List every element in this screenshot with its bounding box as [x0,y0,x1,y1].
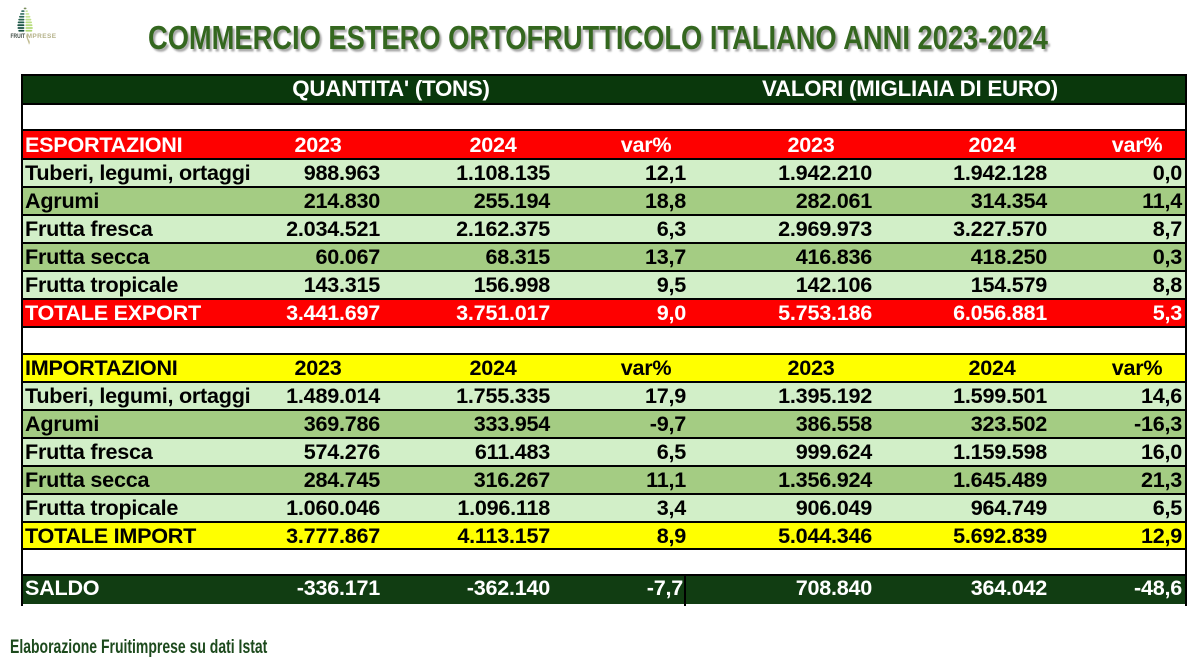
svg-text:FRUIT: FRUIT [11,34,26,41]
svg-text:MPRESE: MPRESE [27,33,57,40]
